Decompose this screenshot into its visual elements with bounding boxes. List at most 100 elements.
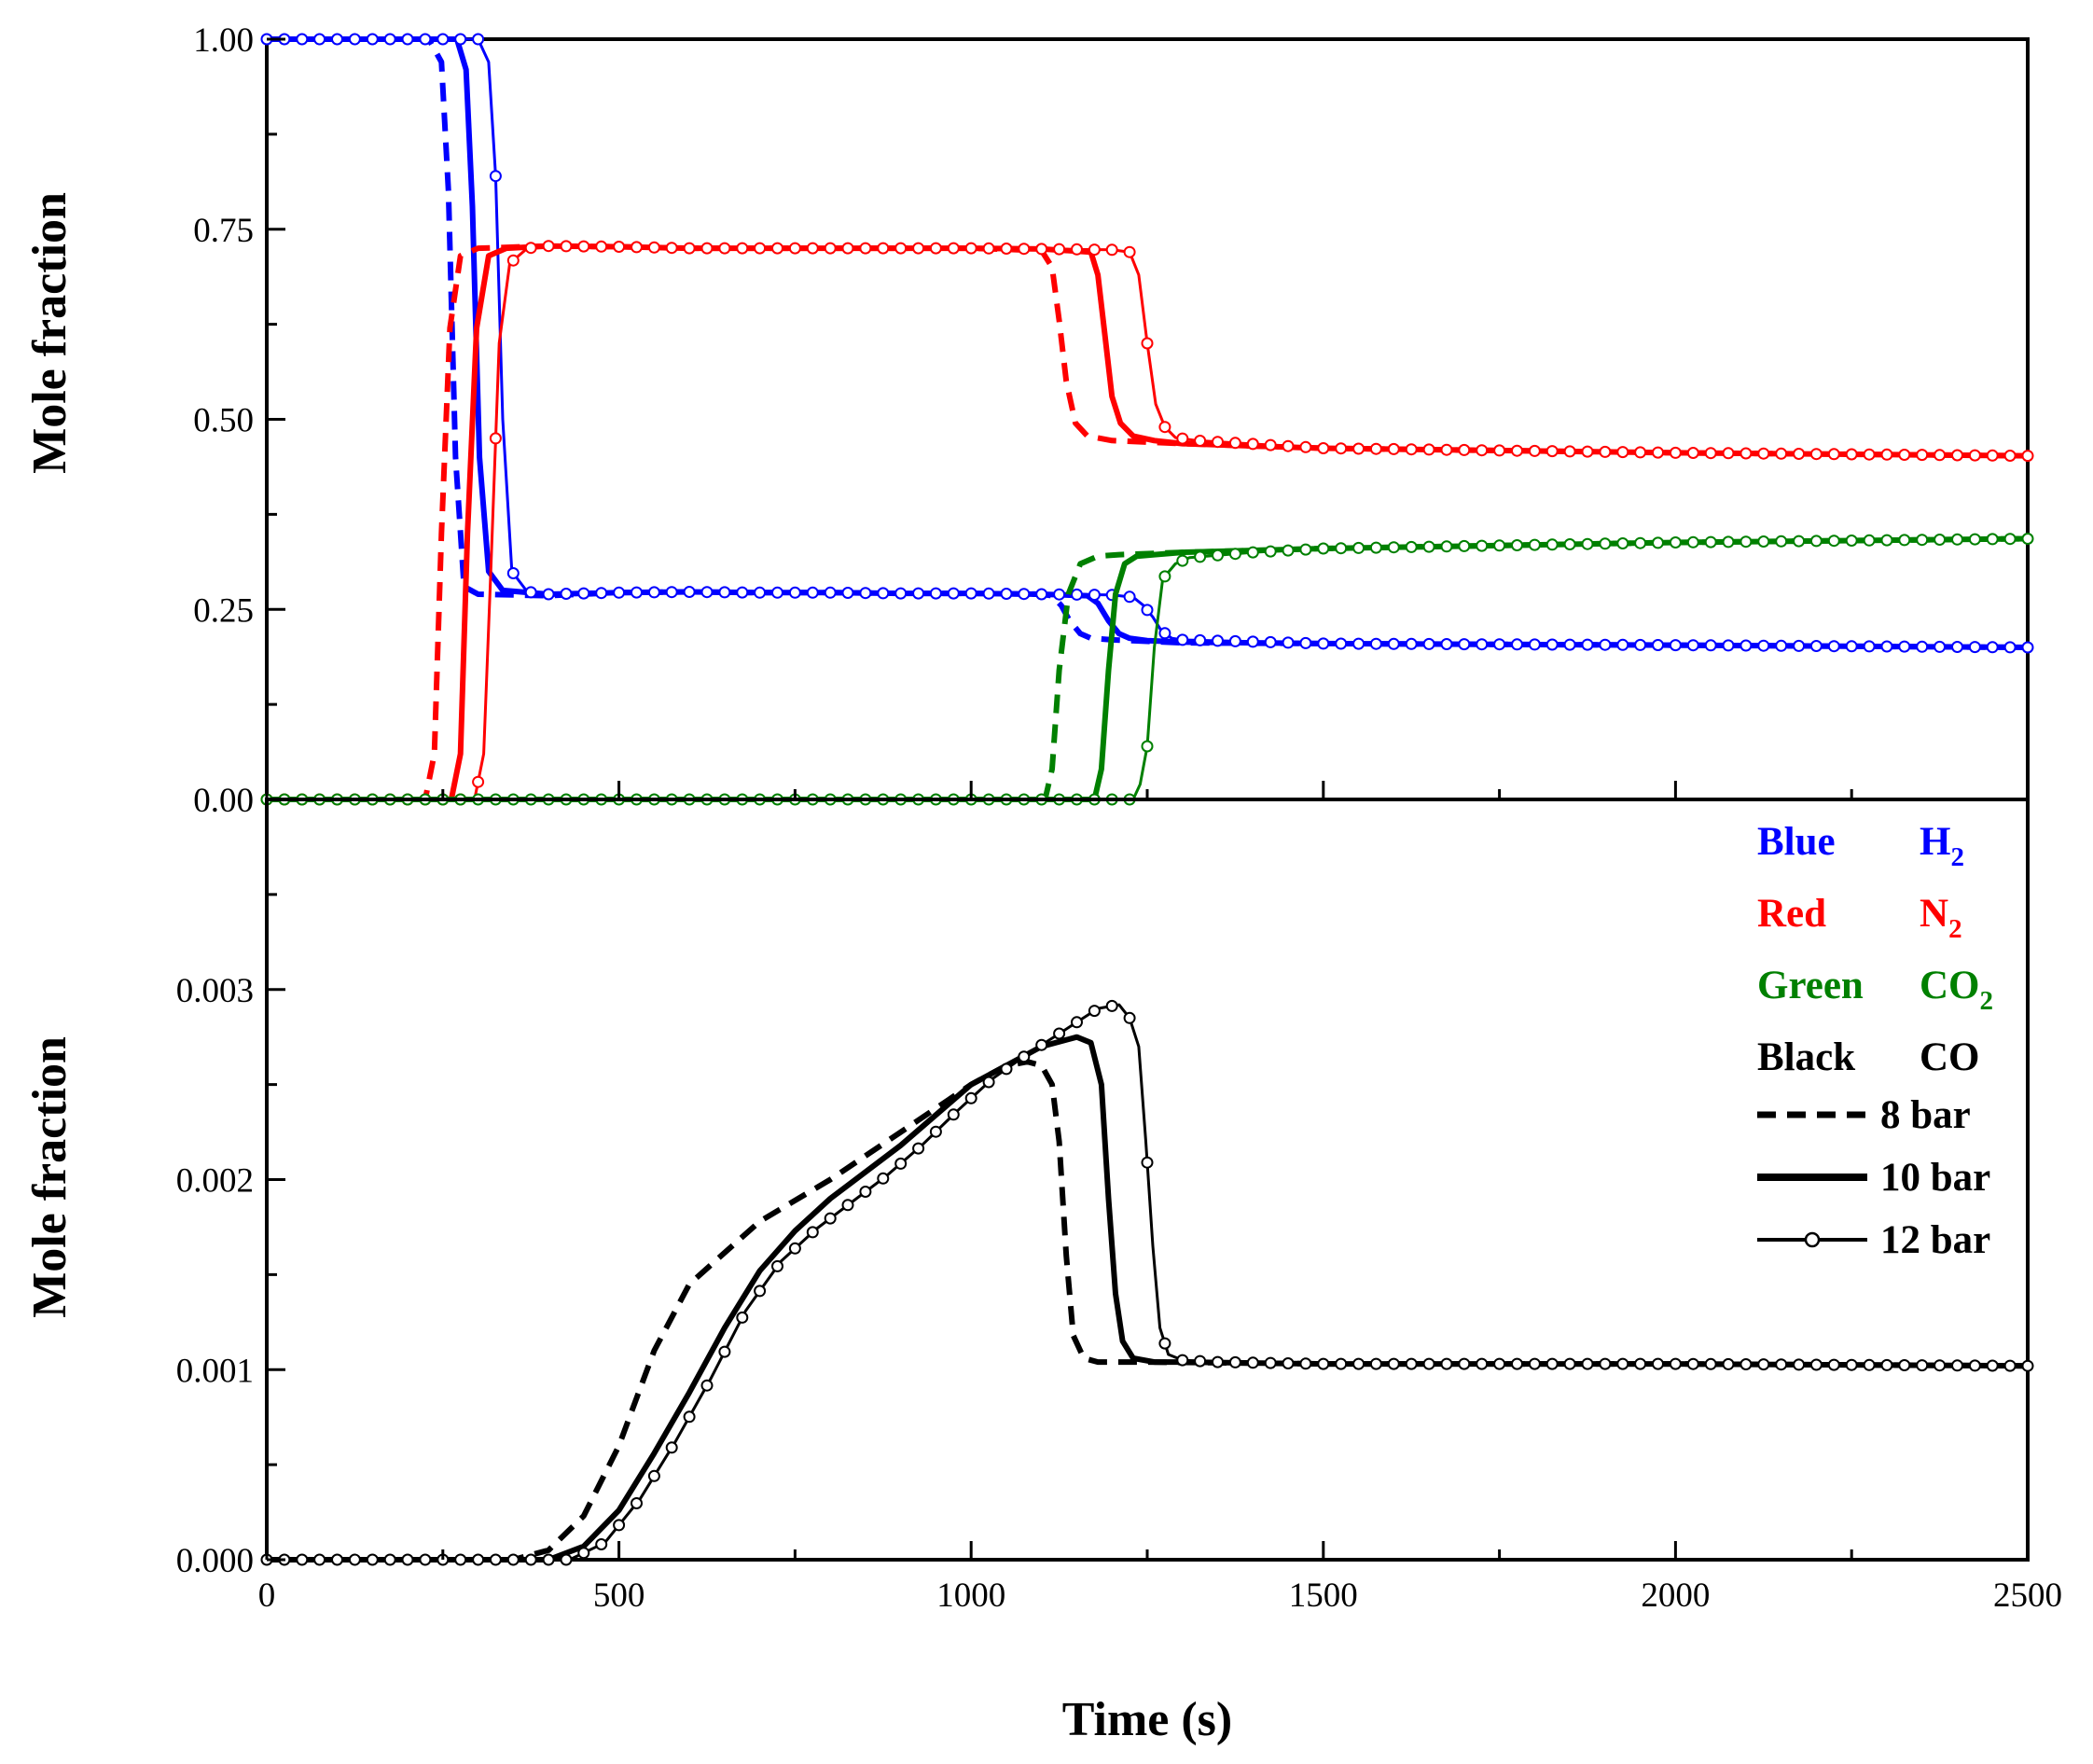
series-marker-h2-12-bar bbox=[383, 33, 396, 46]
series-marker-co-12-bar bbox=[1898, 1359, 1911, 1371]
series-marker-h2-12-bar bbox=[595, 587, 608, 600]
series-marker-h2-12-bar bbox=[524, 586, 537, 599]
series-marker-co-12-bar bbox=[1335, 1357, 1348, 1370]
series-marker-n2-12-bar bbox=[929, 242, 942, 255]
legend-label-8-bar: 8 bar bbox=[1880, 1093, 1971, 1137]
x-tick-label: 0 bbox=[258, 1576, 276, 1615]
series-marker-co-12-bar bbox=[1916, 1359, 1929, 1372]
series-marker-n2-12-bar bbox=[560, 240, 573, 253]
series-marker-co2-12-bar bbox=[1335, 542, 1348, 555]
series-marker-n2-12-bar bbox=[982, 242, 995, 255]
series-marker-n2-12-bar bbox=[1793, 448, 1806, 460]
series-marker-co-12-bar bbox=[595, 1538, 608, 1550]
series-marker-co-12-bar bbox=[560, 1553, 573, 1566]
series-marker-co-12-bar bbox=[771, 1259, 783, 1272]
series-marker-h2-12-bar bbox=[1827, 640, 1840, 653]
series-marker-h2-12-bar bbox=[1511, 638, 1523, 651]
series-marker-co2-12-bar bbox=[1458, 539, 1471, 552]
series-marker-co-12-bar bbox=[1440, 1357, 1453, 1370]
series-marker-n2-12-bar bbox=[1652, 446, 1664, 459]
series-marker-n2-12-bar bbox=[1440, 443, 1453, 456]
series-marker-co-12-bar bbox=[1511, 1357, 1523, 1370]
series-marker-h2-12-bar bbox=[1018, 588, 1031, 601]
series-marker-h2-12-bar bbox=[754, 586, 767, 599]
series-marker-co2-12-bar bbox=[1158, 570, 1171, 583]
series-marker-co2-12-bar bbox=[1476, 539, 1489, 552]
series-marker-co-12-bar bbox=[912, 1142, 925, 1155]
series-marker-co2-12-bar bbox=[1545, 538, 1559, 551]
series-marker-h2-12-bar bbox=[877, 587, 890, 600]
series-marker-co-12-bar bbox=[542, 1553, 555, 1566]
series-marker-n2-12-bar bbox=[718, 242, 731, 255]
series-marker-co-12-bar bbox=[665, 1441, 678, 1454]
series-marker-co-12-bar bbox=[1158, 1337, 1171, 1350]
series-marker-co2-12-bar bbox=[1369, 541, 1382, 554]
series-marker-co-12-bar bbox=[1422, 1357, 1435, 1370]
series-marker-co-12-bar bbox=[947, 1108, 960, 1121]
series-marker-h2-12-bar bbox=[1053, 588, 1066, 601]
top-y-axis-title: Mole fraction bbox=[23, 192, 76, 474]
series-marker-co-12-bar bbox=[1827, 1358, 1840, 1371]
y-tick-label: 0.001 bbox=[176, 1352, 254, 1390]
series-line-co2-12-bar bbox=[267, 537, 2029, 801]
series-marker-co2-12-bar bbox=[1793, 535, 1806, 548]
series-marker-n2-12-bar bbox=[1740, 447, 1753, 460]
series-marker-n2-12-bar bbox=[683, 242, 696, 255]
series-marker-co-12-bar bbox=[331, 1553, 343, 1566]
series-marker-h2-12-bar bbox=[1757, 639, 1770, 652]
series-marker-co-12-bar bbox=[859, 1186, 872, 1198]
series-marker-co-12-bar bbox=[2021, 1359, 2034, 1372]
series-marker-co2-12-bar bbox=[1722, 535, 1735, 549]
series-marker-h2-12-bar bbox=[313, 33, 326, 46]
series-marker-co2-12-bar bbox=[1916, 534, 1929, 547]
series-marker-h2-12-bar bbox=[1088, 589, 1101, 602]
series-marker-h2-12-bar bbox=[2021, 641, 2034, 654]
series-marker-n2-12-bar bbox=[1634, 446, 1647, 459]
series-marker-co2-12-bar bbox=[1898, 534, 1911, 547]
series-marker-n2-12-bar bbox=[736, 242, 749, 255]
legend-marker bbox=[1804, 1231, 1821, 1248]
series-marker-h2-12-bar bbox=[1476, 638, 1489, 651]
series-marker-co-12-bar bbox=[366, 1553, 379, 1566]
series-marker-n2-12-bar bbox=[1369, 442, 1382, 455]
series-marker-h2-12-bar bbox=[665, 586, 678, 599]
legend-gas-h2: H2 bbox=[1920, 820, 1964, 872]
series-marker-co-12-bar bbox=[401, 1553, 414, 1566]
series-marker-n2-12-bar bbox=[1827, 448, 1840, 461]
series-marker-n2-12-bar bbox=[1105, 243, 1118, 257]
series-marker-n2-12-bar bbox=[1264, 438, 1277, 451]
series-marker-co-12-bar bbox=[1053, 1027, 1066, 1040]
series-marker-n2-12-bar bbox=[1669, 446, 1682, 459]
series-marker-h2-12-bar bbox=[1158, 627, 1171, 640]
series-marker-n2-12-bar bbox=[1511, 444, 1523, 457]
series-marker-n2-12-bar bbox=[1282, 439, 1295, 452]
series-marker-h2-12-bar bbox=[1863, 640, 1876, 653]
series-marker-h2-12-bar bbox=[1845, 640, 1858, 653]
series-marker-co-12-bar bbox=[1652, 1357, 1664, 1370]
series-marker-n2-12-bar bbox=[1476, 444, 1489, 457]
series-marker-n2-12-bar bbox=[595, 240, 608, 253]
series-marker-co-12-bar bbox=[1123, 1011, 1136, 1024]
series-marker-n2-12-bar bbox=[1493, 444, 1506, 457]
series-marker-co-12-bar bbox=[718, 1345, 731, 1358]
series-marker-h2-12-bar bbox=[929, 587, 942, 600]
series-marker-n2-12-bar bbox=[1458, 443, 1471, 456]
series-marker-h2-12-bar bbox=[1071, 588, 1083, 601]
series-marker-co-12-bar bbox=[1793, 1358, 1806, 1371]
series-marker-co-12-bar bbox=[1458, 1357, 1471, 1370]
series-marker-h2-12-bar bbox=[1581, 638, 1594, 651]
series-marker-h2-12-bar bbox=[1669, 639, 1682, 652]
series-marker-co2-12-bar bbox=[1863, 534, 1876, 547]
series-marker-co-12-bar bbox=[1528, 1357, 1541, 1370]
series-marker-h2-12-bar bbox=[894, 587, 908, 600]
legend-color-word-blue: Blue bbox=[1757, 820, 1836, 864]
series-marker-co-12-bar bbox=[647, 1469, 660, 1482]
series-marker-co2-12-bar bbox=[1599, 537, 1612, 550]
series-marker-n2-12-bar bbox=[1335, 442, 1348, 455]
series-marker-co-12-bar bbox=[1934, 1359, 1947, 1372]
series-marker-co-12-bar bbox=[754, 1285, 767, 1298]
series-marker-co-12-bar bbox=[1809, 1358, 1823, 1371]
series-marker-co2-12-bar bbox=[1563, 538, 1576, 550]
series-marker-h2-12-bar bbox=[1722, 639, 1735, 652]
series-marker-co-12-bar bbox=[1352, 1357, 1365, 1370]
